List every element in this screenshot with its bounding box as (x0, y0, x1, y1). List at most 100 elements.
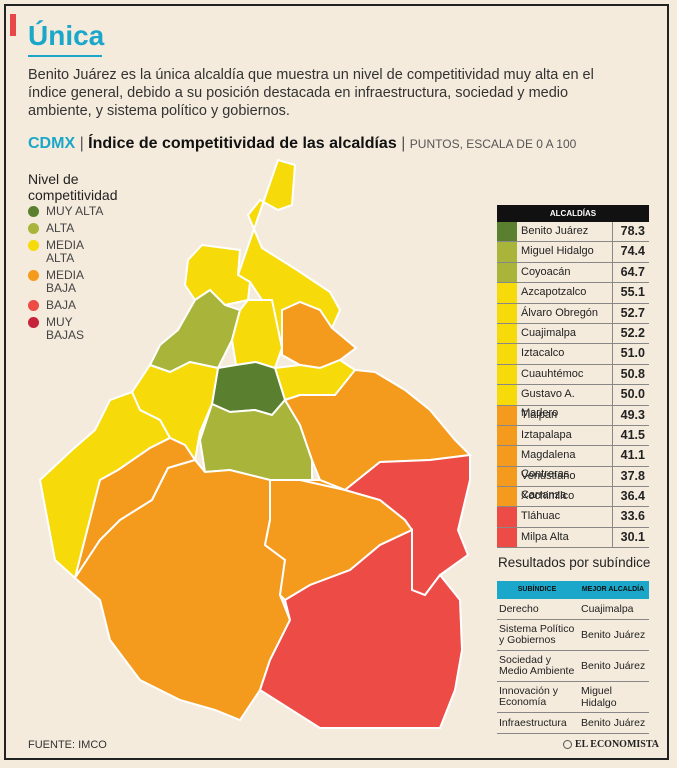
results-subindex: Infraestructura (499, 716, 567, 729)
brand-icon (563, 740, 572, 749)
ranking-swatch (497, 364, 517, 385)
ranking-row: Iztacalco 51.0 (497, 344, 649, 365)
ranking-name: Milpa Alta (517, 527, 613, 548)
results-table: SUBÍNDICE MEJOR ALCALDÍA Derecho Cuajimal… (497, 581, 649, 734)
map-benito-juarez (210, 360, 287, 417)
legend-label: BAJA (46, 298, 77, 312)
legend-swatch (28, 223, 39, 234)
headline: Única (28, 20, 105, 51)
legend-swatch (28, 240, 39, 251)
accent-tab (10, 14, 16, 36)
legend-label: MUY BAJAS (46, 315, 85, 342)
chart-title: Índice de competitividad de las alcaldía… (88, 135, 397, 152)
map-cuauhtemoc (230, 299, 284, 370)
ranking-swatch (497, 466, 517, 487)
legend-item: MEDIA BAJA (28, 269, 118, 295)
results-row: Sistema Político y Gobiernos Benito Juáre… (497, 620, 649, 651)
ranking-value: 55.1 (620, 285, 645, 300)
ranking-header: ALCALDÍAS (497, 205, 649, 222)
ranking-name: Benito Juárez (517, 222, 613, 242)
ranking-table: ALCALDÍAS Benito Juárez 78.3 Miguel Hidalg… (497, 205, 649, 549)
ranking-row: Azcapotzalco 55.1 (497, 283, 649, 304)
ranking-name: Cuajimalpa (517, 323, 613, 344)
ranking-name: Iztacalco (517, 344, 613, 364)
ranking-name: Miguel Hidalgo (517, 242, 613, 262)
ranking-row: Benito Juárez 78.3 (497, 222, 649, 243)
ranking-row: Venustiano Carranza 37.8 (497, 466, 649, 501)
ranking-value: 30.1 (620, 529, 645, 544)
legend-label: MUY ALTA (46, 204, 104, 218)
brand-logo: EL ECONOMISTA (563, 739, 659, 750)
ranking-value: 52.7 (620, 305, 645, 320)
ranking-value: 51.0 (620, 346, 645, 361)
legend-swatch (28, 206, 39, 217)
results-subindex: Innovación y Economía (499, 685, 558, 708)
ranking-name: Gustavo A. Madero (517, 385, 613, 419)
ranking-row: Tláhuac 33.6 (497, 507, 649, 528)
ranking-value: 50.0 (620, 387, 645, 402)
ranking-name: Azcapotzalco (517, 283, 613, 303)
legend-swatch (28, 270, 39, 281)
results-title: Resultados por subíndice (498, 555, 651, 570)
ranking-row: Milpa Alta 30.1 (497, 527, 649, 549)
ranking-swatch (497, 303, 517, 323)
legend-label: MEDIA BAJA (46, 268, 84, 295)
ranking-name: Cuauhtémoc (517, 364, 613, 385)
ranking-name: Venustiano Carranza (517, 466, 613, 501)
ranking-value: 41.5 (620, 427, 645, 442)
results-best: Benito Juárez (581, 660, 646, 672)
ranking-value: 33.6 (620, 509, 645, 524)
ranking-name: Iztapalapa (517, 425, 613, 446)
source-credit: FUENTE: IMCO (28, 739, 107, 751)
ranking-value: 64.7 (620, 264, 645, 279)
results-best: Miguel Hidalgo (581, 685, 617, 709)
results-row: Derecho Cuajimalpa (497, 599, 649, 620)
chart-subhead: CDMX | Índice de competitividad de las a… (28, 135, 577, 152)
results-subindex: Sociedad y Medio Ambiente (499, 654, 575, 677)
ranking-name: Tlalpan (517, 405, 613, 425)
legend: Nivel de competitividad MUY ALTA ALTA MEDI… (28, 171, 118, 346)
ranking-name: Magdalena Contreras (517, 446, 613, 480)
ranking-value: 74.4 (620, 244, 645, 259)
ranking-value: 50.8 (620, 366, 645, 381)
ranking-row: Iztapalapa 41.5 (497, 425, 649, 447)
ranking-row: Cuajimalpa 52.2 (497, 323, 649, 345)
legend-item: ALTA (28, 222, 118, 235)
legend-label: ALTA (46, 221, 75, 235)
frame (4, 4, 669, 760)
ranking-row: Álvaro Obregón 52.7 (497, 303, 649, 324)
results-subindex: Derecho (499, 602, 539, 615)
ranking-row: Miguel Hidalgo 74.4 (497, 242, 649, 263)
results-header: SUBÍNDICE MEJOR ALCALDÍA (497, 581, 649, 599)
ranking-value: 78.3 (620, 224, 645, 238)
results-best: Benito Juárez (581, 717, 646, 729)
legend-label: MEDIA ALTA (46, 238, 84, 265)
ranking-value: 36.4 (620, 489, 645, 504)
legend-title: Nivel de competitividad (28, 171, 118, 203)
ranking-swatch (497, 446, 517, 466)
map-tlahuac (342, 453, 471, 597)
ranking-swatch (497, 283, 517, 303)
results-subindex: Sistema Político y Gobiernos (499, 623, 575, 646)
ranking-swatch (497, 507, 517, 527)
results-row: Innovación y Economía Miguel Hidalgo (497, 682, 649, 713)
ranking-swatch (497, 405, 517, 425)
ranking-row: Gustavo A. Madero 50.0 (497, 385, 649, 419)
ranking-row: Xochimilco 36.4 (497, 487, 649, 508)
legend-item: MUY BAJAS (28, 316, 118, 342)
legend-swatch (28, 317, 39, 328)
map-milpa-alta (258, 528, 464, 729)
headline-underline (28, 55, 102, 57)
results-best: Cuajimalpa (581, 603, 634, 615)
ranking-value: 52.2 (620, 325, 645, 340)
ranking-value: 49.3 (620, 407, 645, 422)
legend-item: BAJA (28, 299, 118, 312)
ranking-swatch (497, 487, 517, 507)
ranking-swatch (497, 262, 517, 283)
ranking-swatch (497, 344, 517, 364)
ranking-swatch (497, 385, 517, 405)
legend-item: MUY ALTA (28, 205, 118, 218)
ranking-name: Coyoacán (517, 262, 613, 283)
ranking-name: Tláhuac (517, 507, 613, 527)
